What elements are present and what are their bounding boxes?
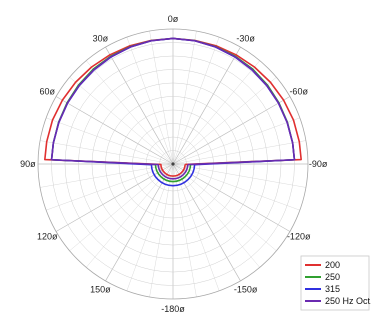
grid-ring [105, 96, 241, 232]
legend-label: 250 Hz Oct. [325, 296, 371, 306]
angle-label: 120ø [37, 232, 58, 242]
grid-ring [91, 82, 255, 246]
angle-label: -120ø [287, 232, 311, 242]
grid-ring [51, 42, 295, 286]
angle-label: 150ø [90, 285, 111, 295]
grid-ring [118, 109, 228, 219]
angle-labels: 0ø 30ø -30ø 60ø -60ø 90ø -90ø 120ø -120ø 150ø -150… [20, 14, 328, 314]
legend-label: 315 [325, 284, 340, 294]
legend-label: 250 [325, 272, 340, 282]
legend-label: 200 [325, 260, 340, 270]
angle-label: -150ø [234, 285, 258, 295]
center-dot [171, 162, 175, 166]
angle-label: 30ø [93, 33, 109, 43]
series-layer [44, 37, 302, 187]
angle-label: 0ø [168, 14, 179, 24]
angle-label: -180ø [161, 304, 185, 314]
angle-label: -90ø [309, 159, 328, 169]
grid-ring [64, 55, 282, 273]
grid-ring [78, 69, 268, 259]
polar-grid [37, 28, 309, 300]
angle-label: 60ø [40, 86, 56, 96]
series-line-0 [44, 37, 302, 177]
grid-ring [37, 28, 309, 300]
legend: 200 250 315 250 Hz Oct. [300, 255, 371, 311]
angle-label: -60ø [289, 86, 308, 96]
angle-label: 90ø [20, 159, 36, 169]
series-line-3 [50, 37, 296, 180]
angle-label: -30ø [236, 33, 255, 43]
